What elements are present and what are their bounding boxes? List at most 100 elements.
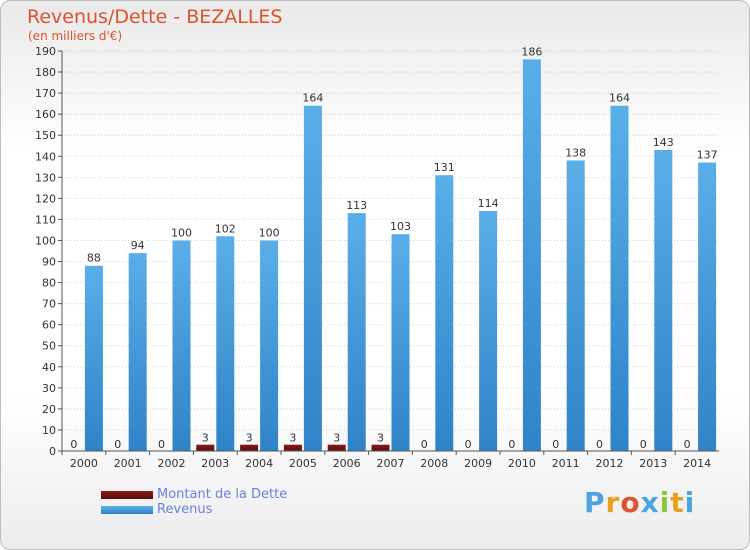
data-label-revenus: 94 — [131, 239, 145, 252]
y-tick-label: 120 — [35, 192, 56, 205]
data-label-dette: 0 — [114, 438, 121, 451]
data-label-dette: 0 — [465, 438, 472, 451]
data-label-dette: 3 — [377, 432, 384, 445]
x-tick-label: 2005 — [289, 457, 317, 470]
data-label-revenus: 88 — [87, 252, 101, 265]
logo-letter: r — [605, 486, 621, 519]
x-tick-label: 2000 — [70, 457, 98, 470]
x-tick-label: 2013 — [639, 457, 667, 470]
data-label-dette: 3 — [202, 432, 209, 445]
data-label-dette: 0 — [158, 438, 165, 451]
logo-letter: P — [584, 486, 606, 519]
x-tick-label: 2010 — [508, 457, 536, 470]
data-label-revenus: 113 — [346, 199, 367, 212]
logo-letter: i — [684, 486, 696, 519]
legend-label-dette: Montant de la Dette — [157, 487, 288, 502]
y-tick-label: 190 — [35, 45, 56, 58]
y-tick-label: 60 — [42, 319, 56, 332]
y-tick-label: 20 — [42, 403, 56, 416]
data-label-dette: 0 — [70, 438, 77, 451]
bar-dette — [196, 444, 215, 451]
logo-letter: x — [640, 486, 660, 519]
data-label-dette: 3 — [246, 432, 253, 445]
data-label-dette: 3 — [333, 432, 340, 445]
y-tick-label: 80 — [42, 277, 56, 290]
chart-plot: 0880940100310231003164311331030131011401… — [35, 45, 719, 470]
x-tick-label: 2001 — [114, 457, 142, 470]
y-tick-label: 70 — [42, 298, 56, 311]
data-label-dette: 0 — [596, 438, 603, 451]
data-label-dette: 0 — [421, 438, 428, 451]
data-label-revenus: 137 — [697, 149, 718, 162]
data-label-revenus: 164 — [302, 92, 323, 105]
x-tick-label: 2009 — [464, 457, 492, 470]
x-tick-label: 2002 — [158, 457, 186, 470]
y-tick-label: 180 — [35, 66, 56, 79]
data-label-revenus: 102 — [215, 222, 236, 235]
bar-revenus — [347, 213, 366, 451]
legend-swatch-revenus — [101, 505, 153, 514]
data-label-revenus: 164 — [609, 92, 630, 105]
bar-revenus — [303, 105, 322, 451]
proxiti-logo: Proxiti — [584, 486, 695, 519]
data-label-revenus: 143 — [653, 136, 674, 149]
bar-revenus — [479, 211, 498, 451]
bar-revenus — [435, 175, 454, 452]
bar-revenus — [391, 234, 410, 451]
data-label-dette: 0 — [684, 438, 691, 451]
y-tick-label: 100 — [35, 234, 56, 247]
data-label-dette: 0 — [640, 438, 647, 451]
data-label-revenus: 131 — [434, 161, 455, 174]
bar-revenus — [216, 236, 235, 451]
logo-letter: t — [670, 486, 685, 519]
data-label-revenus: 138 — [565, 146, 586, 159]
y-tick-label: 40 — [42, 361, 56, 374]
y-tick-label: 170 — [35, 87, 56, 100]
legend-swatch-dette — [101, 490, 153, 499]
legend-label-revenus: Revenus — [157, 502, 213, 517]
data-label-dette: 0 — [552, 438, 559, 451]
bar-revenus — [698, 162, 717, 451]
data-label-revenus: 186 — [521, 45, 542, 58]
bar-revenus — [522, 59, 541, 451]
x-tick-label: 2007 — [377, 457, 405, 470]
data-label-dette: 3 — [289, 432, 296, 445]
x-tick-label: 2012 — [596, 457, 624, 470]
bar-revenus — [610, 105, 629, 451]
bar-dette — [371, 444, 390, 451]
x-tick-label: 2006 — [333, 457, 361, 470]
x-tick-label: 2014 — [683, 457, 711, 470]
data-label-revenus: 103 — [390, 220, 411, 233]
y-tick-label: 140 — [35, 150, 56, 163]
data-label-revenus: 100 — [259, 226, 280, 239]
y-tick-label: 50 — [42, 340, 56, 353]
legend-item-dette: Montant de la Dette — [101, 487, 287, 502]
bar-revenus — [172, 240, 191, 451]
bar-dette — [283, 444, 302, 451]
bar-dette — [240, 444, 259, 451]
y-tick-label: 160 — [35, 108, 56, 121]
data-label-revenus: 114 — [478, 197, 499, 210]
data-label-dette: 0 — [508, 438, 515, 451]
y-tick-label: 150 — [35, 129, 56, 142]
bar-revenus — [566, 160, 585, 451]
y-tick-label: 0 — [49, 445, 56, 458]
y-tick-label: 130 — [35, 171, 56, 184]
data-label-revenus: 100 — [171, 226, 192, 239]
y-tick-label: 90 — [42, 256, 56, 269]
bar-revenus — [128, 253, 147, 451]
x-tick-label: 2004 — [245, 457, 273, 470]
data-labels: 0 88 0 94 0 100 3 102 3 100 3 164 3 113 3 103 0 131 0 114 0 1… — [70, 45, 717, 451]
chart-title: Revenus/Dette - BEZALLES — [27, 6, 283, 28]
x-tick-label: 2003 — [201, 457, 229, 470]
y-tick-label: 110 — [35, 213, 56, 226]
logo-letter: i — [659, 486, 671, 519]
bar-dette — [327, 444, 346, 451]
bars — [84, 59, 717, 452]
legend-item-revenus: Revenus — [101, 502, 287, 517]
bar-revenus — [84, 265, 103, 451]
bar-revenus — [654, 149, 673, 451]
x-tick-label: 2011 — [552, 457, 580, 470]
axes: 0102030405060708090100110120130140150160… — [35, 45, 719, 470]
